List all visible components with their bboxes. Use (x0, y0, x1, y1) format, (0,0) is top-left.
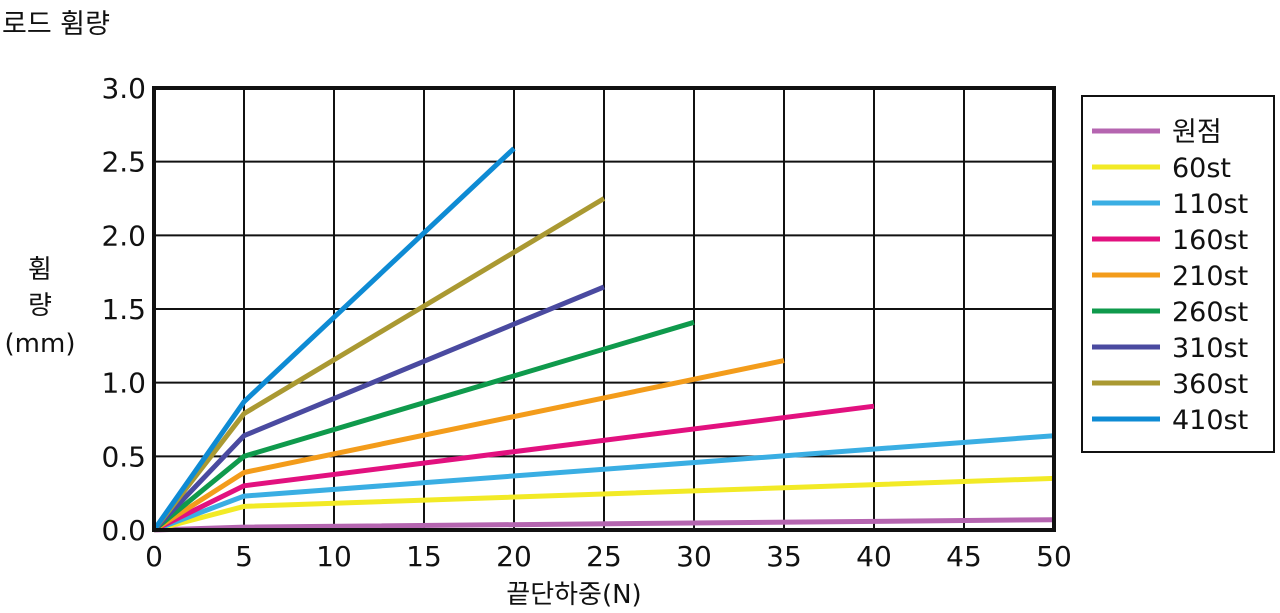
y-axis-label-line: (mm) (5, 329, 76, 359)
x-tick-label: 45 (946, 540, 982, 573)
y-tick-label: 0.5 (101, 440, 146, 473)
y-tick-labels: 0.0 0.5 1.0 1.5 2.0 2.5 3.0 (101, 72, 146, 547)
series-lines (151, 146, 1055, 533)
legend: 원점 60st 110st 160st 210st 260st 310st 360st 410s… (1081, 95, 1275, 453)
y-tick-label: 1.0 (101, 367, 146, 400)
y-axis-label-line: 휨 (28, 255, 52, 285)
y-tick-label: 2.0 (101, 219, 146, 252)
x-axis-label: 끝단하중(N) (506, 580, 641, 610)
x-tick-label: 25 (586, 540, 622, 573)
y-tick-label: 2.5 (101, 146, 146, 179)
legend-label: 310st (1172, 333, 1248, 364)
x-tick-labels: 0 5 10 15 20 25 30 35 40 45 50 (145, 540, 1072, 573)
y-tick-label: 1.5 (101, 293, 146, 326)
page-title: 로드 휨량 (2, 9, 110, 40)
y-tick-label: 0.0 (101, 514, 146, 547)
series-line (152, 284, 605, 532)
series-line (151, 146, 516, 532)
x-tick-label: 20 (496, 540, 532, 573)
x-tick-label: 5 (235, 540, 253, 573)
legend-label: 110st (1172, 189, 1248, 220)
series-line (153, 475, 1055, 533)
legend-label: 원점 (1172, 117, 1222, 148)
plot-frame (152, 86, 1056, 532)
y-axis-label-line: 량 (28, 291, 52, 321)
legend-label: 160st (1172, 225, 1248, 256)
legend-label: 60st (1172, 153, 1231, 184)
x-tick-label: 40 (856, 540, 892, 573)
x-tick-label: 30 (676, 540, 712, 573)
series-line (152, 196, 606, 532)
legend-label: 210st (1172, 261, 1248, 292)
x-tick-label: 10 (316, 540, 352, 573)
y-axis-label: 휨 량 (mm) (5, 255, 76, 359)
legend-label: 410st (1172, 405, 1248, 436)
x-tick-label: 15 (406, 540, 442, 573)
x-tick-label: 35 (766, 540, 802, 573)
y-tick-label: 3.0 (101, 72, 146, 105)
x-tick-label: 0 (145, 540, 163, 573)
legend-label: 260st (1172, 297, 1248, 328)
series-line (153, 433, 1055, 533)
series-line (152, 358, 785, 533)
legend-label: 360st (1172, 369, 1248, 400)
series-line (152, 403, 875, 533)
x-tick-label: 50 (1036, 540, 1072, 573)
series-line (152, 319, 695, 532)
